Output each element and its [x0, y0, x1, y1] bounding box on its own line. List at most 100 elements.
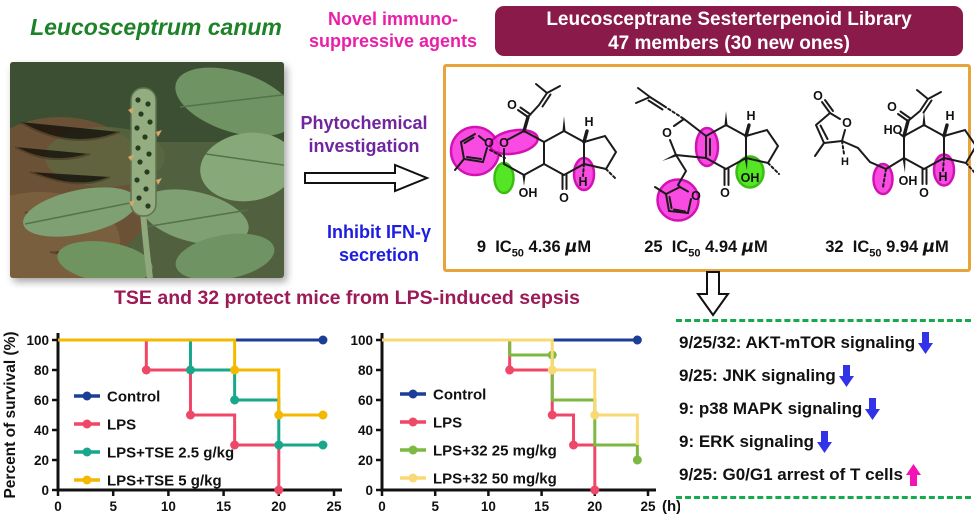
svg-text:LPS+32 50 mg/kg: LPS+32 50 mg/kg [433, 471, 557, 488]
svg-text:H: H [841, 156, 849, 168]
svg-text:H: H [578, 175, 587, 189]
pathway-row-jnk: 9/25: JNK signaling [679, 364, 971, 387]
svg-text:5: 5 [109, 499, 117, 514]
svg-text:LPS: LPS [107, 417, 136, 434]
svg-text:25: 25 [640, 499, 656, 514]
compound-9-ic50-label: 9 IC50 4.36 μM [476, 236, 592, 259]
svg-text:20: 20 [34, 453, 49, 468]
svg-text:25: 25 [326, 499, 342, 514]
survival-chart-tse: 0 5 10 15 20 25 0 20 40 60 80 100 Percent of surviva… [2, 331, 342, 514]
compound-9-cell: O O O H OH O H 9 IC50 4.36 μM [448, 73, 620, 269]
plant-photo [10, 62, 284, 278]
novel-agents-line1: Novel immuno- [327, 9, 458, 29]
sepsis-section-title: TSE and 32 protect mice from LPS-induced… [114, 287, 580, 309]
pathway-text: 9/25/32: AKT-mTOR signaling [679, 332, 916, 352]
pathway-panel: 9/25/32: AKT-mTOR signaling 9/25: JNK si… [676, 319, 971, 499]
svg-text:Control: Control [433, 387, 486, 404]
svg-text:LPS+32 25 mg/kg: LPS+32 25 mg/kg [433, 443, 557, 460]
svg-text:O: O [691, 189, 701, 203]
svg-text:100: 100 [350, 333, 373, 348]
down-trend-arrow-icon [918, 331, 934, 354]
svg-text:LPS: LPS [433, 415, 462, 432]
library-banner-line2: 47 members (30 new ones) [608, 33, 850, 54]
svg-text:40: 40 [358, 423, 373, 438]
svg-text:OH: OH [519, 186, 538, 200]
svg-text:O: O [662, 126, 672, 140]
svg-text:10: 10 [481, 499, 496, 514]
plant-name-title: Leucosceptrum canum [30, 14, 282, 40]
svg-text:0: 0 [365, 483, 373, 498]
svg-text:H: H [945, 109, 954, 123]
phytochemical-caption: Phytochemical investigation [288, 112, 440, 158]
svg-text:O: O [499, 136, 509, 150]
survival-chart-32: 0 5 10 15 20 25 0 20 40 60 80 100 (h) Control LPS LPS+3… [350, 333, 680, 515]
down-trend-arrow-icon [838, 364, 854, 387]
svg-text:80: 80 [34, 363, 49, 378]
pathway-row-akt-mtor: 9/25/32: AKT-mTOR signaling [679, 331, 971, 354]
novel-agents-caption: Novel immuno- suppressive agents [298, 8, 488, 52]
right-arrow-icon [304, 163, 430, 193]
svg-text:O: O [813, 89, 823, 103]
compound-32-ic50-label: 32 IC50 9.94 μM [825, 236, 949, 259]
svg-text:5: 5 [431, 499, 439, 514]
library-banner-line1: Leucosceptrane Sesterterpenoid Library [546, 9, 912, 30]
svg-text:O: O [887, 100, 897, 114]
svg-text:O: O [720, 186, 730, 200]
svg-text:O: O [919, 186, 929, 200]
inhibit-ifn-caption: Inhibit IFN-γ secretion [306, 221, 452, 267]
svg-text:10: 10 [161, 499, 176, 514]
compound-library-box: O O O H OH O H 9 IC50 4.36 μM [443, 64, 974, 272]
up-trend-arrow-icon [905, 464, 921, 487]
svg-text:20: 20 [358, 453, 373, 468]
svg-text:15: 15 [216, 499, 232, 514]
svg-text:O: O [559, 191, 569, 205]
phytochemical-line2: investigation [308, 136, 420, 156]
pathway-row-p38: 9: p38 MAPK signaling [679, 397, 971, 420]
library-banner: Leucosceptrane Sesterterpenoid Library 4… [495, 6, 963, 56]
novel-agents-line2: suppressive agents [308, 31, 478, 51]
svg-text:O: O [507, 98, 517, 112]
svg-text:H: H [584, 115, 593, 129]
svg-text:0: 0 [54, 499, 62, 514]
pathway-text: 9/25: G0/G1 arrest of T cells [679, 465, 903, 485]
svg-text:H: H [746, 109, 755, 123]
svg-text:O: O [842, 116, 852, 130]
compound-25-cell: O O H OH O 25 IC50 4.94 μM [620, 73, 792, 269]
svg-text:20: 20 [587, 499, 602, 514]
inhibit-line1: Inhibit IFN-γ [327, 222, 431, 242]
phytochemical-line1: Phytochemical [300, 113, 428, 133]
svg-text:HO: HO [884, 123, 903, 137]
pathway-text: 9: ERK signaling [679, 432, 815, 452]
plant-photo-illustration [10, 62, 284, 278]
svg-text:OH: OH [899, 174, 918, 188]
svg-text:40: 40 [34, 423, 49, 438]
svg-text:80: 80 [358, 363, 373, 378]
down-trend-arrow-icon [817, 431, 833, 454]
pathway-row-erk: 9: ERK signaling [679, 431, 971, 454]
svg-text:H: H [938, 170, 947, 184]
pathway-text: 9: p38 MAPK signaling [679, 398, 863, 418]
compound-32-cell: O O H HO O H OH O H 32 IC50 9.94 μM [792, 73, 974, 269]
svg-text:15: 15 [534, 499, 550, 514]
pathway-row-g0g1: 9/25: G0/G1 arrest of T cells [679, 464, 971, 487]
down-trend-arrow-icon [865, 397, 881, 420]
svg-text:0: 0 [41, 483, 49, 498]
down-arrow-icon [696, 271, 730, 317]
svg-text:LPS+TSE 5 g/kg: LPS+TSE 5 g/kg [107, 473, 222, 490]
svg-text:Percent of survival (%): Percent of survival (%) [2, 331, 19, 498]
svg-text:Control: Control [107, 389, 160, 406]
inhibit-line2: secretion [338, 245, 420, 265]
pathway-text: 9/25: JNK signaling [679, 365, 836, 385]
svg-text:LPS+TSE 2.5 g/kg: LPS+TSE 2.5 g/kg [107, 445, 234, 462]
svg-text:20: 20 [271, 499, 286, 514]
svg-text:0: 0 [378, 499, 386, 514]
svg-text:60: 60 [34, 393, 49, 408]
svg-text:OH: OH [741, 171, 760, 185]
svg-text:(h): (h) [662, 498, 680, 515]
compound-32-structure: O O H HO O H OH O H [813, 89, 974, 200]
compound-25-structure: O O H OH O [635, 87, 780, 222]
svg-text:60: 60 [358, 393, 373, 408]
atom-label: O [484, 136, 494, 150]
compound-9-structure: O O O H OH O H [449, 83, 618, 205]
